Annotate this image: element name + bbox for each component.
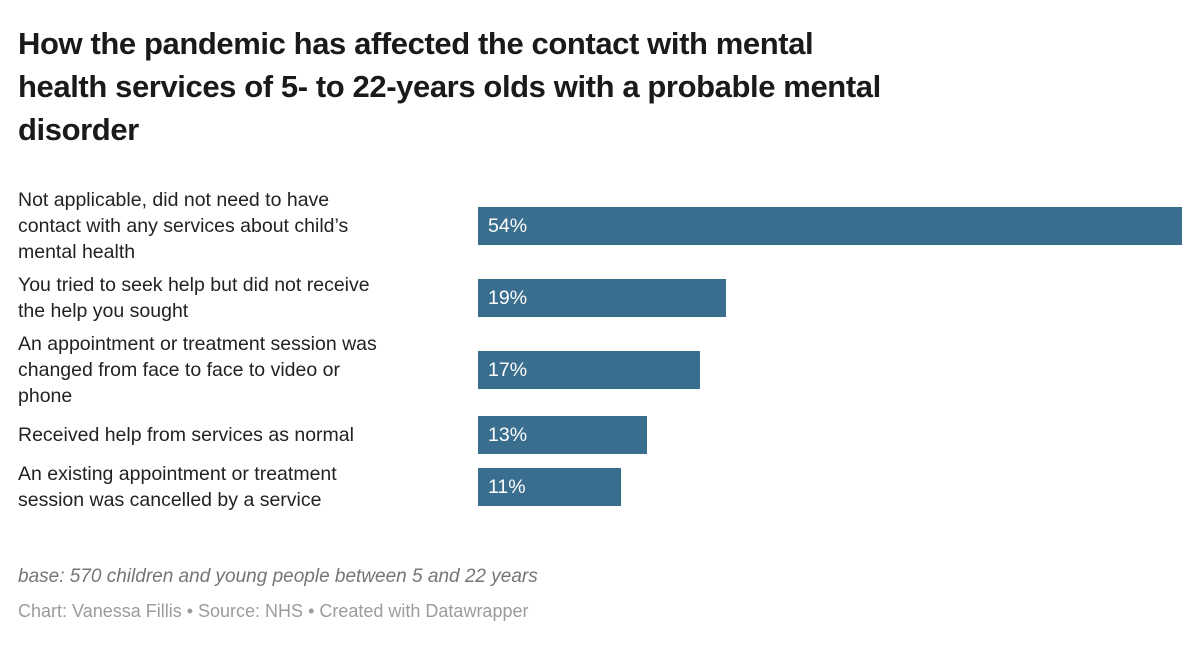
- category-label-line: changed from face to face to video or: [18, 359, 340, 381]
- bar-value-label: 17%: [488, 358, 528, 381]
- bar-chart-plot-area: Not applicable, did not need to have cont…: [18, 187, 1182, 513]
- category-label-line: contact with any services about child’s: [18, 215, 349, 237]
- chart-title-line: health services of 5- to 22-years olds w…: [18, 69, 881, 104]
- category-label-line: the help you sought: [18, 300, 189, 322]
- bar-track: 13%: [478, 416, 1182, 454]
- chart-row: You tried to seek help but did not recei…: [18, 272, 1182, 324]
- bar: 17%: [478, 351, 700, 389]
- category-label: Received help from services as normal: [18, 422, 478, 448]
- category-label-line: An existing appointment or treatment: [18, 463, 337, 485]
- chart-title-line: disorder: [18, 112, 139, 147]
- chart-title: How the pandemic has affected the contac…: [18, 22, 1182, 151]
- chart-row: An appointment or treatment session was c…: [18, 331, 1182, 409]
- category-label-line: phone: [18, 385, 73, 407]
- bar: 54%: [478, 207, 1182, 245]
- chart-row: Received help from services as normal 13%: [18, 416, 1182, 454]
- category-label-line: session was cancelled by a service: [18, 489, 322, 511]
- category-label: Not applicable, did not need to have cont…: [18, 187, 478, 265]
- chart-credit-line: Chart: Vanessa Fillis • Source: NHS • Cr…: [18, 601, 529, 621]
- category-label-line: Received help from services as normal: [18, 424, 354, 446]
- bar-track: 17%: [478, 351, 1182, 389]
- bar-track: 19%: [478, 279, 1182, 317]
- category-label: An existing appointment or treatment sess…: [18, 461, 478, 513]
- bar-track: 11%: [478, 468, 1182, 506]
- category-label: You tried to seek help but did not recei…: [18, 272, 478, 324]
- bar: 13%: [478, 416, 648, 454]
- category-label-line: An appointment or treatment session was: [18, 333, 377, 355]
- bar: 19%: [478, 279, 726, 317]
- bar: 11%: [478, 468, 622, 506]
- chart-base-note: base: 570 children and young people betw…: [18, 566, 538, 587]
- category-label-line: mental health: [18, 241, 136, 263]
- bar-value-label: 13%: [488, 423, 528, 446]
- category-label-line: Not applicable, did not need to have: [18, 189, 330, 211]
- category-label: An appointment or treatment session was c…: [18, 331, 478, 409]
- chart-row: An existing appointment or treatment sess…: [18, 461, 1182, 513]
- bar-value-label: 11%: [488, 475, 526, 498]
- bar-track: 54%: [478, 207, 1182, 245]
- bar-value-label: 54%: [488, 214, 528, 237]
- bar-value-label: 19%: [488, 286, 528, 309]
- chart-row: Not applicable, did not need to have cont…: [18, 187, 1182, 265]
- chart-title-line: How the pandemic has affected the contac…: [18, 26, 814, 61]
- category-label-line: You tried to seek help but did not recei…: [18, 274, 370, 296]
